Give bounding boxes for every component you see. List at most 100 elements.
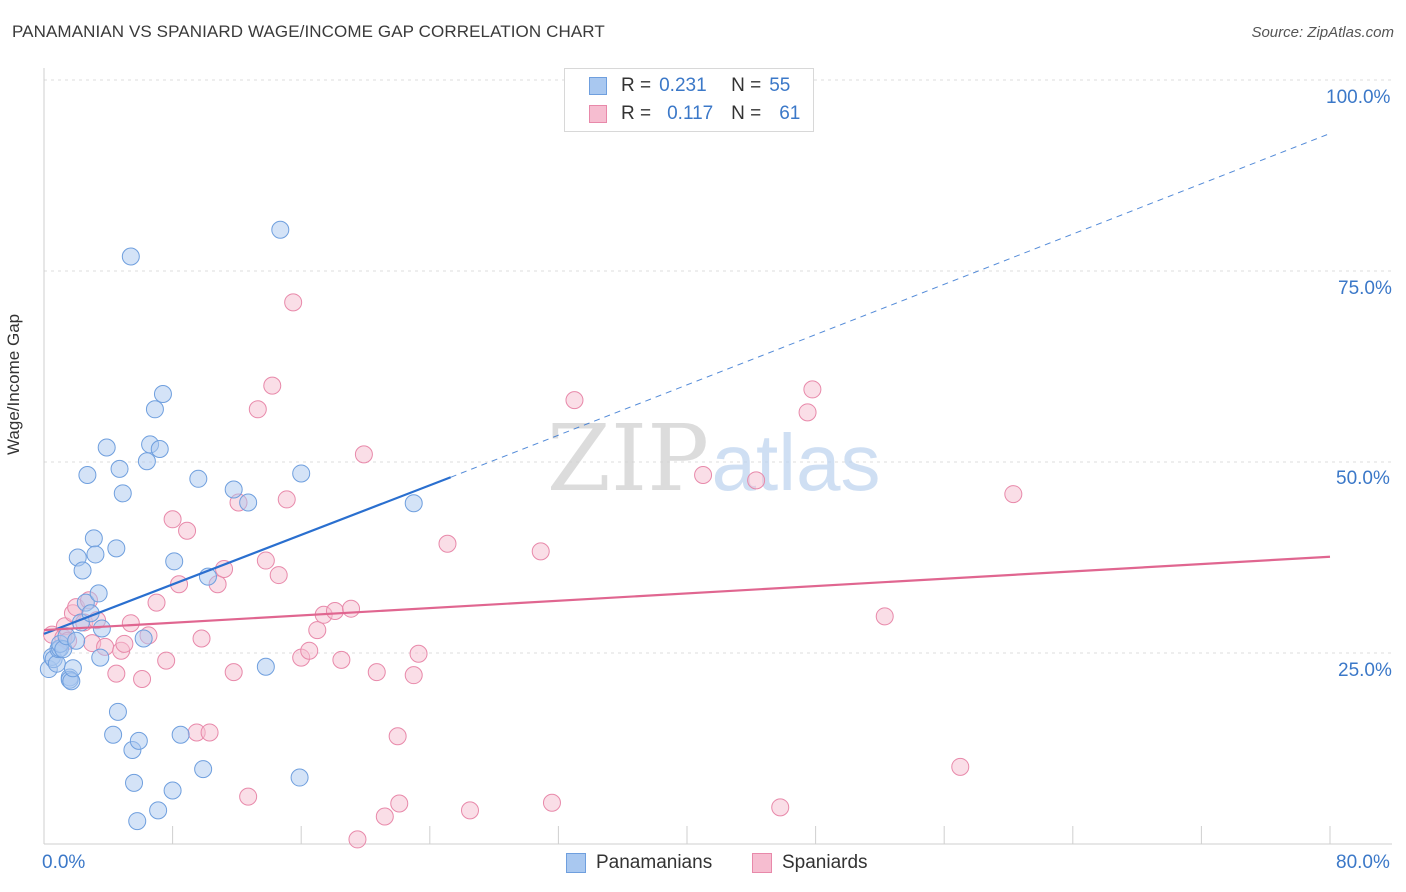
data-point-panamanians <box>145 400 164 419</box>
trend-lines <box>43 133 1331 635</box>
data-point-spaniards <box>460 801 479 820</box>
data-point-panamanians <box>239 493 258 512</box>
data-point-spaniards <box>409 644 428 663</box>
data-point-spaniards <box>1004 485 1023 504</box>
y-tick-label-75: 75.0% <box>1338 278 1392 299</box>
legend-row-panamanians: R = 0.231 N = 55 <box>589 73 790 99</box>
series-legend: Panamanians Spaniards <box>0 852 1406 878</box>
data-point-panamanians <box>150 440 169 459</box>
legend-item-spaniards[interactable]: Spaniards <box>752 852 868 874</box>
series-spaniards <box>43 293 1023 849</box>
data-point-panamanians <box>92 619 111 638</box>
data-point-panamanians <box>73 561 92 580</box>
data-point-spaniards <box>115 634 134 653</box>
axes <box>43 68 1392 845</box>
data-point-panamanians <box>256 657 275 676</box>
data-point-spaniards <box>147 593 166 612</box>
data-point-spaniards <box>875 607 894 626</box>
y-tick-label-50: 50.0% <box>1336 468 1390 489</box>
data-point-panamanians <box>86 545 105 564</box>
data-point-spaniards <box>308 621 327 640</box>
x-tick-label-min: 0.0% <box>42 852 86 873</box>
legend-r-value: 0.231 <box>659 75 707 96</box>
data-point-spaniards <box>747 471 766 490</box>
data-point-panamanians <box>110 459 129 478</box>
data-point-spaniards <box>269 566 288 585</box>
data-point-panamanians <box>163 781 182 800</box>
data-point-spaniards <box>248 400 267 419</box>
data-point-panamanians <box>89 584 108 603</box>
data-point-panamanians <box>91 648 110 667</box>
data-point-panamanians <box>189 469 208 488</box>
legend-r-label: R = <box>621 75 652 96</box>
data-point-panamanians <box>107 539 126 558</box>
data-point-spaniards <box>284 293 303 312</box>
data-point-spaniards <box>256 551 275 570</box>
data-point-spaniards <box>277 490 296 509</box>
data-point-spaniards <box>342 599 361 618</box>
grid-lines <box>44 79 1392 654</box>
data-point-panamanians <box>290 768 309 787</box>
trend-line-spaniards <box>43 555 1331 632</box>
watermark-zip: ZIP <box>547 405 709 512</box>
data-point-spaniards <box>332 650 351 669</box>
data-point-spaniards <box>325 601 344 620</box>
data-point-spaniards <box>565 391 584 410</box>
watermark-atlas: atlas <box>712 418 881 507</box>
data-point-spaniards <box>375 807 394 826</box>
data-point-spaniards <box>121 614 140 633</box>
data-point-spaniards <box>771 798 790 817</box>
data-point-spaniards <box>192 629 211 648</box>
data-point-panamanians <box>78 465 97 484</box>
data-point-spaniards <box>404 666 423 685</box>
data-point-panamanians <box>121 247 140 266</box>
data-point-spaniards <box>798 403 817 422</box>
data-point-spaniards <box>390 794 409 813</box>
legend-item-panamanians[interactable]: Panamanians <box>566 852 712 874</box>
data-point-spaniards <box>438 534 457 553</box>
data-point-panamanians <box>171 725 190 744</box>
data-point-spaniards <box>239 787 258 806</box>
legend-n-label: N = <box>731 75 762 96</box>
data-point-panamanians <box>134 629 153 648</box>
data-point-panamanians <box>63 659 82 678</box>
data-point-spaniards <box>200 723 219 742</box>
data-point-spaniards <box>803 380 822 399</box>
data-point-spaniards <box>163 510 182 529</box>
data-point-spaniards <box>542 793 561 812</box>
legend-r-value: 0.117 <box>667 103 714 124</box>
y-tick-label-25: 25.0% <box>1338 660 1392 681</box>
data-point-panamanians <box>137 452 156 471</box>
data-point-spaniards <box>178 521 197 540</box>
x-tick-label-max: 80.0% <box>1336 852 1390 873</box>
data-point-spaniards <box>388 727 407 746</box>
data-point-panamanians <box>165 552 184 571</box>
data-point-spaniards <box>224 663 243 682</box>
y-tick-label-100: 100.0% <box>1326 87 1391 108</box>
correlation-legend: R = 0.231 N = 55 R = 0.117 N = 61 <box>564 68 814 132</box>
legend-label-panamanians: Panamanians <box>596 852 713 873</box>
data-point-spaniards <box>348 830 367 849</box>
legend-n-label: N = <box>731 103 762 124</box>
source-label: Source: ZipAtlas.com <box>1251 24 1394 41</box>
data-point-spaniards <box>354 445 373 464</box>
data-point-panamanians <box>125 773 144 792</box>
legend-swatch-pink <box>589 105 607 123</box>
data-point-panamanians <box>271 220 290 239</box>
data-point-spaniards <box>133 669 152 688</box>
legend-swatch-blue <box>589 77 607 95</box>
data-point-spaniards <box>694 465 713 484</box>
legend-swatch-blue <box>566 853 586 873</box>
legend-n-value: 61 <box>779 103 801 124</box>
data-point-panamanians <box>128 812 147 831</box>
data-point-spaniards <box>107 664 126 683</box>
legend-swatch-pink <box>752 853 772 873</box>
data-point-panamanians <box>97 438 116 457</box>
data-point-panamanians <box>149 801 168 820</box>
data-point-spaniards <box>531 542 550 561</box>
data-point-panamanians <box>292 464 311 483</box>
data-point-panamanians <box>113 484 132 503</box>
data-point-spaniards <box>300 641 319 660</box>
data-point-panamanians <box>104 725 123 744</box>
data-point-panamanians <box>404 494 423 513</box>
